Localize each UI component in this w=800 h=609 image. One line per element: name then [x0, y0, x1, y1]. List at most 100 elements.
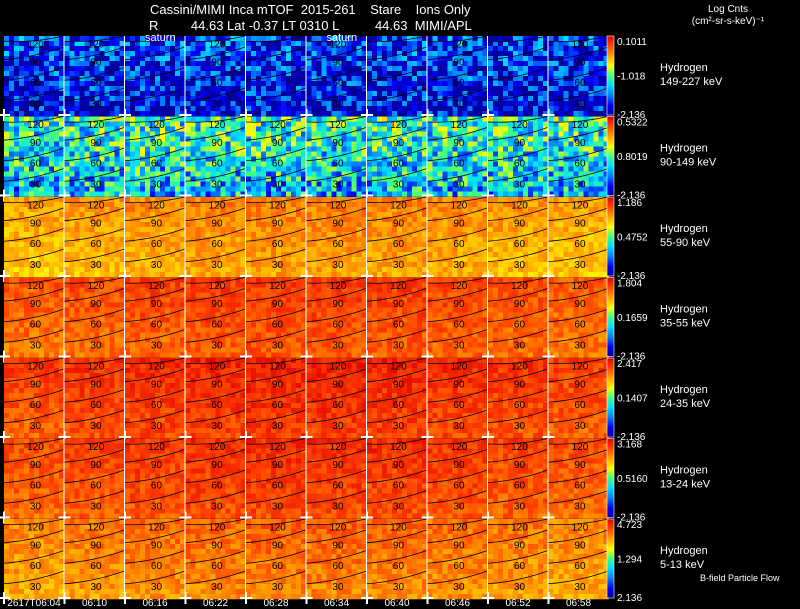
- heatmap-cell: [74, 41, 80, 47]
- heatmap-cell: [79, 106, 85, 112]
- heatmap-cell: [351, 121, 357, 127]
- heatmap-cell: [462, 136, 468, 142]
- heatmap-cell: [135, 212, 141, 218]
- heatmap-cell: [493, 111, 499, 117]
- latitude-label: 30: [90, 260, 102, 271]
- heatmap-cell: [54, 237, 60, 243]
- heatmap-cell: [382, 76, 388, 82]
- heatmap-cell: [4, 166, 10, 172]
- heatmap-cell: [240, 41, 246, 47]
- heatmap-cell: [165, 222, 171, 228]
- heatmap-cell: [447, 161, 453, 167]
- heatmap-cell: [493, 91, 499, 97]
- heatmap-cell: [296, 222, 302, 228]
- heatmap-cell: [251, 202, 257, 208]
- heatmap-cell: [533, 96, 539, 102]
- heatmap-cell: [513, 131, 519, 137]
- heatmap-cell: [230, 66, 236, 72]
- heatmap-cell: [266, 81, 272, 87]
- heatmap-cell: [59, 257, 65, 263]
- heatmap-cell: [44, 61, 50, 67]
- heatmap-cell: [538, 41, 544, 47]
- heatmap-cell: [472, 121, 478, 127]
- heatmap-cell: [160, 181, 166, 187]
- heatmap-cell: [215, 86, 221, 92]
- heatmap-cell: [251, 36, 257, 42]
- heatmap-cell: [367, 86, 373, 92]
- heatmap-cell: [336, 131, 342, 137]
- heatmap-cell: [533, 101, 539, 107]
- heatmap-cell: [568, 81, 574, 87]
- heatmap-cell: [54, 181, 60, 187]
- heatmap-cell: [34, 237, 40, 243]
- heatmap-cell: [281, 91, 287, 97]
- heatmap-cell: [503, 56, 509, 62]
- latitude-label: 60: [151, 239, 163, 250]
- heatmap-cell: [533, 66, 539, 72]
- heatmap-cell: [533, 186, 539, 192]
- latitude-label: 30: [30, 179, 42, 190]
- heatmap-cell: [235, 141, 241, 147]
- heatmap-cell: [210, 111, 216, 117]
- heatmap-cell: [281, 151, 287, 157]
- heatmap-cell: [220, 247, 226, 253]
- latitude-contour: [124, 147, 185, 162]
- heatmap-cell: [301, 71, 307, 77]
- heatmap-cell: [548, 61, 554, 67]
- latitude-contour: [124, 35, 185, 43]
- heatmap-cell: [14, 51, 20, 57]
- heatmap-cell: [135, 91, 141, 97]
- heatmap-cell: [160, 227, 166, 233]
- heatmap-cell: [558, 81, 564, 87]
- heatmap-cell: [568, 166, 574, 172]
- heatmap-cell: [200, 76, 206, 82]
- heatmap-cell: [543, 106, 549, 112]
- heatmap-cell: [155, 267, 161, 273]
- heatmap-cell: [195, 176, 201, 182]
- heatmap-cell: [54, 76, 60, 82]
- heatmap-cell: [563, 56, 569, 62]
- heatmap-cell: [598, 101, 604, 107]
- heatmap-cell: [160, 237, 166, 243]
- heatmap-cell: [74, 227, 80, 233]
- heatmap-cell: [442, 106, 448, 112]
- heatmap-cell: [392, 166, 398, 172]
- heatmap-cell: [29, 51, 35, 57]
- heatmap-cell: [316, 161, 322, 167]
- latitude-contour: [487, 147, 548, 162]
- heatmap-cell: [392, 111, 398, 117]
- heatmap-cell: [84, 106, 90, 112]
- heatmap-cell: [109, 202, 115, 208]
- heatmap-cell: [523, 36, 529, 42]
- heatmap-cell: [402, 181, 408, 187]
- heatmap-cell: [467, 116, 473, 122]
- heatmap-cell: [578, 171, 584, 177]
- heatmap-cell: [59, 212, 65, 218]
- heatmap-cell: [301, 81, 307, 87]
- heatmap-cell: [301, 126, 307, 132]
- heatmap-cell: [34, 191, 40, 197]
- heatmap-cell: [44, 81, 50, 87]
- heatmap-cell: [99, 252, 105, 258]
- heatmap-cell: [498, 131, 504, 137]
- heatmap-cell: [442, 61, 448, 67]
- heatmap-cell: [276, 41, 282, 47]
- heatmap-cell: [558, 86, 564, 92]
- heatmap-cell: [472, 181, 478, 187]
- heatmap-cell: [29, 197, 35, 203]
- heatmap-cell: [195, 247, 201, 253]
- heatmap-cell: [59, 222, 65, 228]
- heatmap-cell: [452, 181, 458, 187]
- heatmap-cell: [79, 186, 85, 192]
- heatmap-cell: [578, 191, 584, 197]
- heatmap-cell: [367, 131, 373, 137]
- heatmap-cell: [160, 36, 166, 42]
- heatmap-cell: [583, 166, 589, 172]
- heatmap-cell: [392, 191, 398, 197]
- heatmap-cell: [59, 36, 65, 42]
- heatmap-cell: [422, 121, 428, 127]
- heatmap-cell: [114, 181, 120, 187]
- heatmap-cell: [543, 51, 549, 57]
- heatmap-cell: [291, 227, 297, 233]
- heatmap-cell: [109, 242, 115, 248]
